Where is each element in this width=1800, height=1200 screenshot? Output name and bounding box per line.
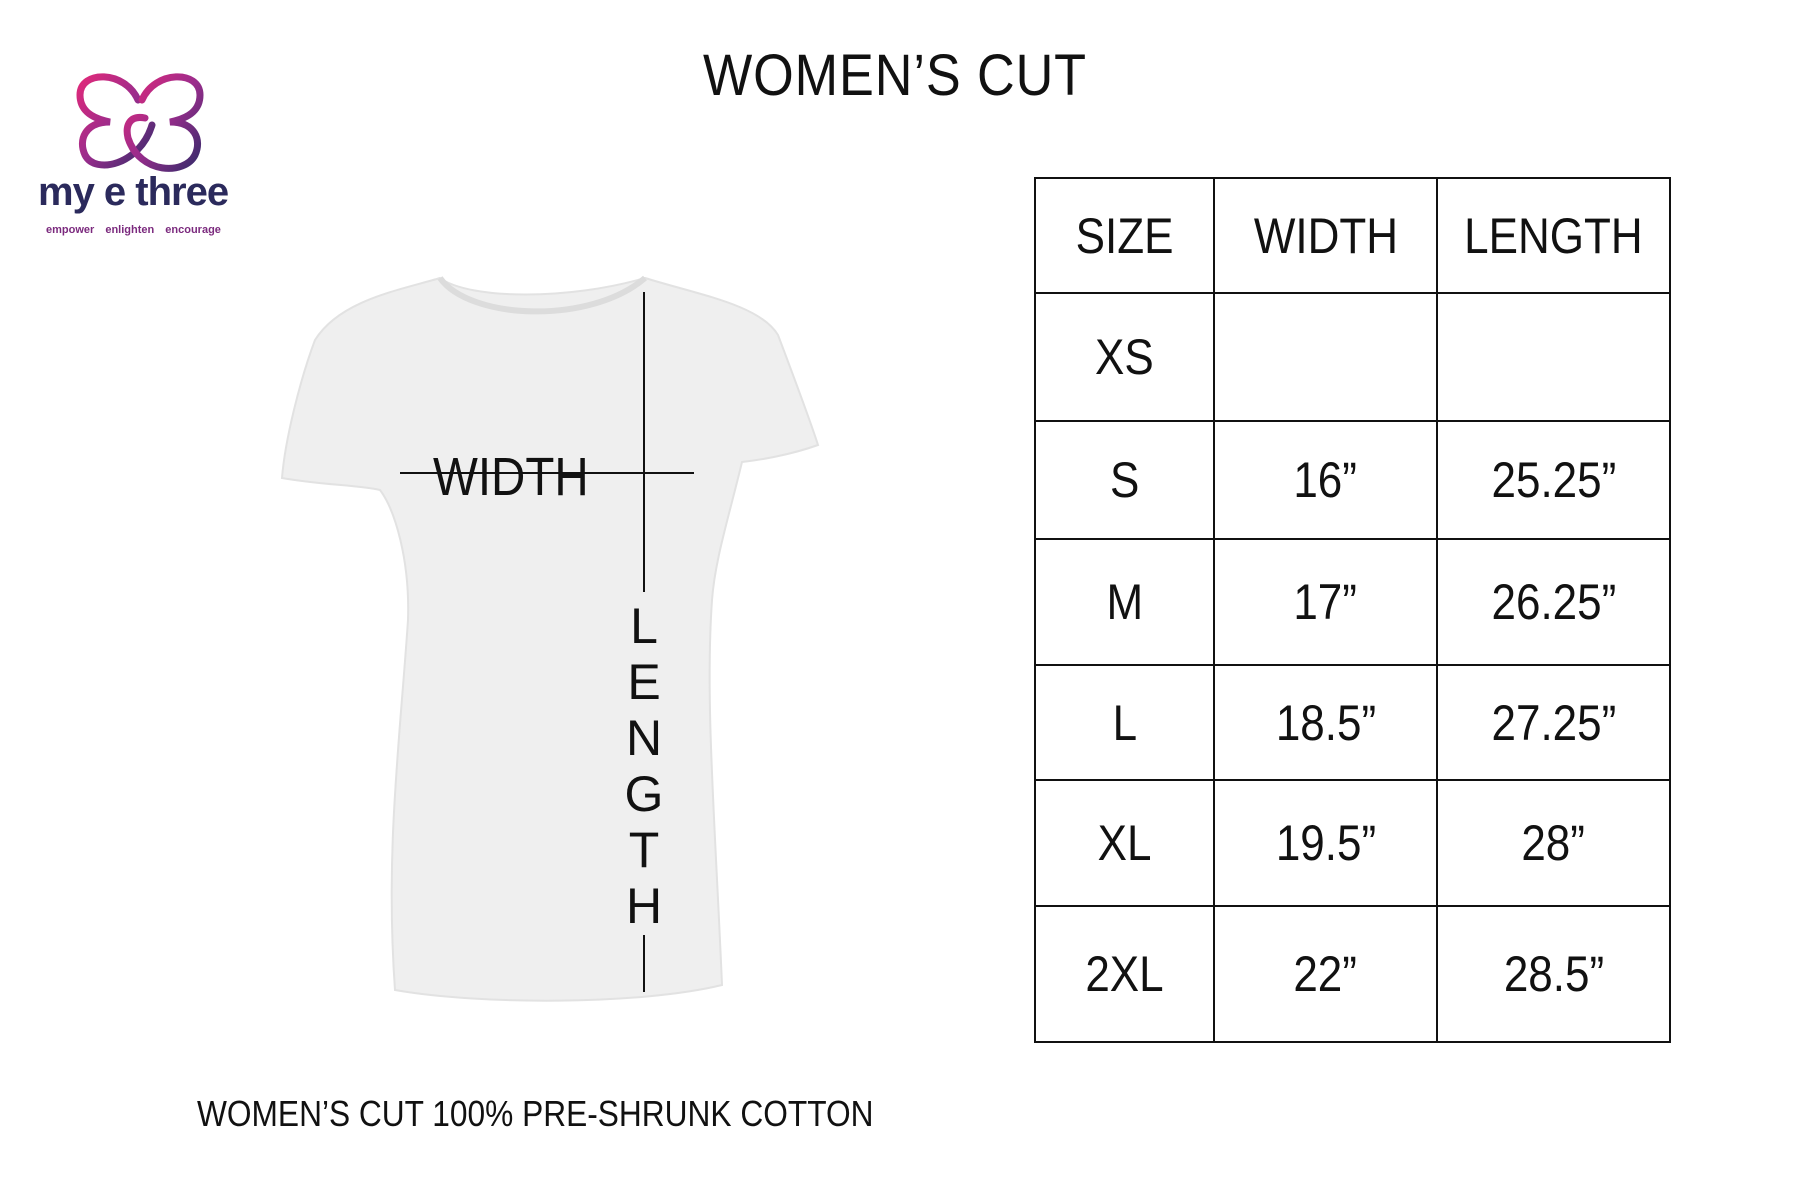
width-label: WIDTH: [433, 447, 589, 507]
cell-width: 16”: [1213, 420, 1438, 540]
cell-length: 28”: [1436, 779, 1671, 907]
table-header-row: SIZE WIDTH LENGTH: [1034, 177, 1671, 294]
cell-size: S: [1034, 420, 1215, 540]
size-chart-table: SIZE WIDTH LENGTH XS S 16” 25.25” M 17” …: [1034, 177, 1671, 1043]
header-size: SIZE: [1034, 177, 1215, 294]
table-row: 2XL 22” 28.5”: [1034, 905, 1671, 1043]
cell-length: [1436, 292, 1671, 422]
cell-length: 28.5”: [1436, 905, 1671, 1043]
length-letter: N: [625, 710, 663, 766]
length-letter: L: [630, 598, 658, 654]
cell-size: XS: [1034, 292, 1215, 422]
cell-size: 2XL: [1034, 905, 1215, 1043]
page-title: WOMEN’S CUT: [703, 43, 1087, 108]
header-length: LENGTH: [1436, 177, 1671, 294]
table-row: XL 19.5” 28”: [1034, 779, 1671, 907]
cell-width: 22”: [1213, 905, 1438, 1043]
tshirt-image: [280, 275, 820, 1002]
table-row: XS: [1034, 292, 1671, 422]
cell-length: 26.25”: [1436, 538, 1671, 666]
cell-length: 25.25”: [1436, 420, 1671, 540]
cell-size: L: [1034, 664, 1215, 781]
table-row: M 17” 26.25”: [1034, 538, 1671, 666]
cell-width: 19.5”: [1213, 779, 1438, 907]
cell-width: 17”: [1213, 538, 1438, 666]
logo-name: my e three: [38, 170, 229, 214]
table-row: S 16” 25.25”: [1034, 420, 1671, 540]
cell-size: XL: [1034, 779, 1215, 907]
length-letter: E: [627, 654, 661, 710]
table-row: L 18.5” 27.25”: [1034, 664, 1671, 781]
header-width: WIDTH: [1213, 177, 1438, 294]
length-letter: H: [625, 878, 663, 934]
logo-tagline: empower enlighten encourage: [46, 224, 221, 236]
cell-length: 27.25”: [1436, 664, 1671, 781]
footer-note: WOMEN’S CUT 100% PRE-SHRUNK COTTON: [197, 1093, 874, 1134]
length-label: L E N G T H: [622, 598, 666, 934]
butterfly-logo-icon: [76, 73, 204, 172]
cell-width: [1213, 292, 1438, 422]
cell-width: 18.5”: [1213, 664, 1438, 781]
length-letter: T: [628, 822, 660, 878]
cell-size: M: [1034, 538, 1215, 666]
length-letter: G: [624, 766, 664, 822]
